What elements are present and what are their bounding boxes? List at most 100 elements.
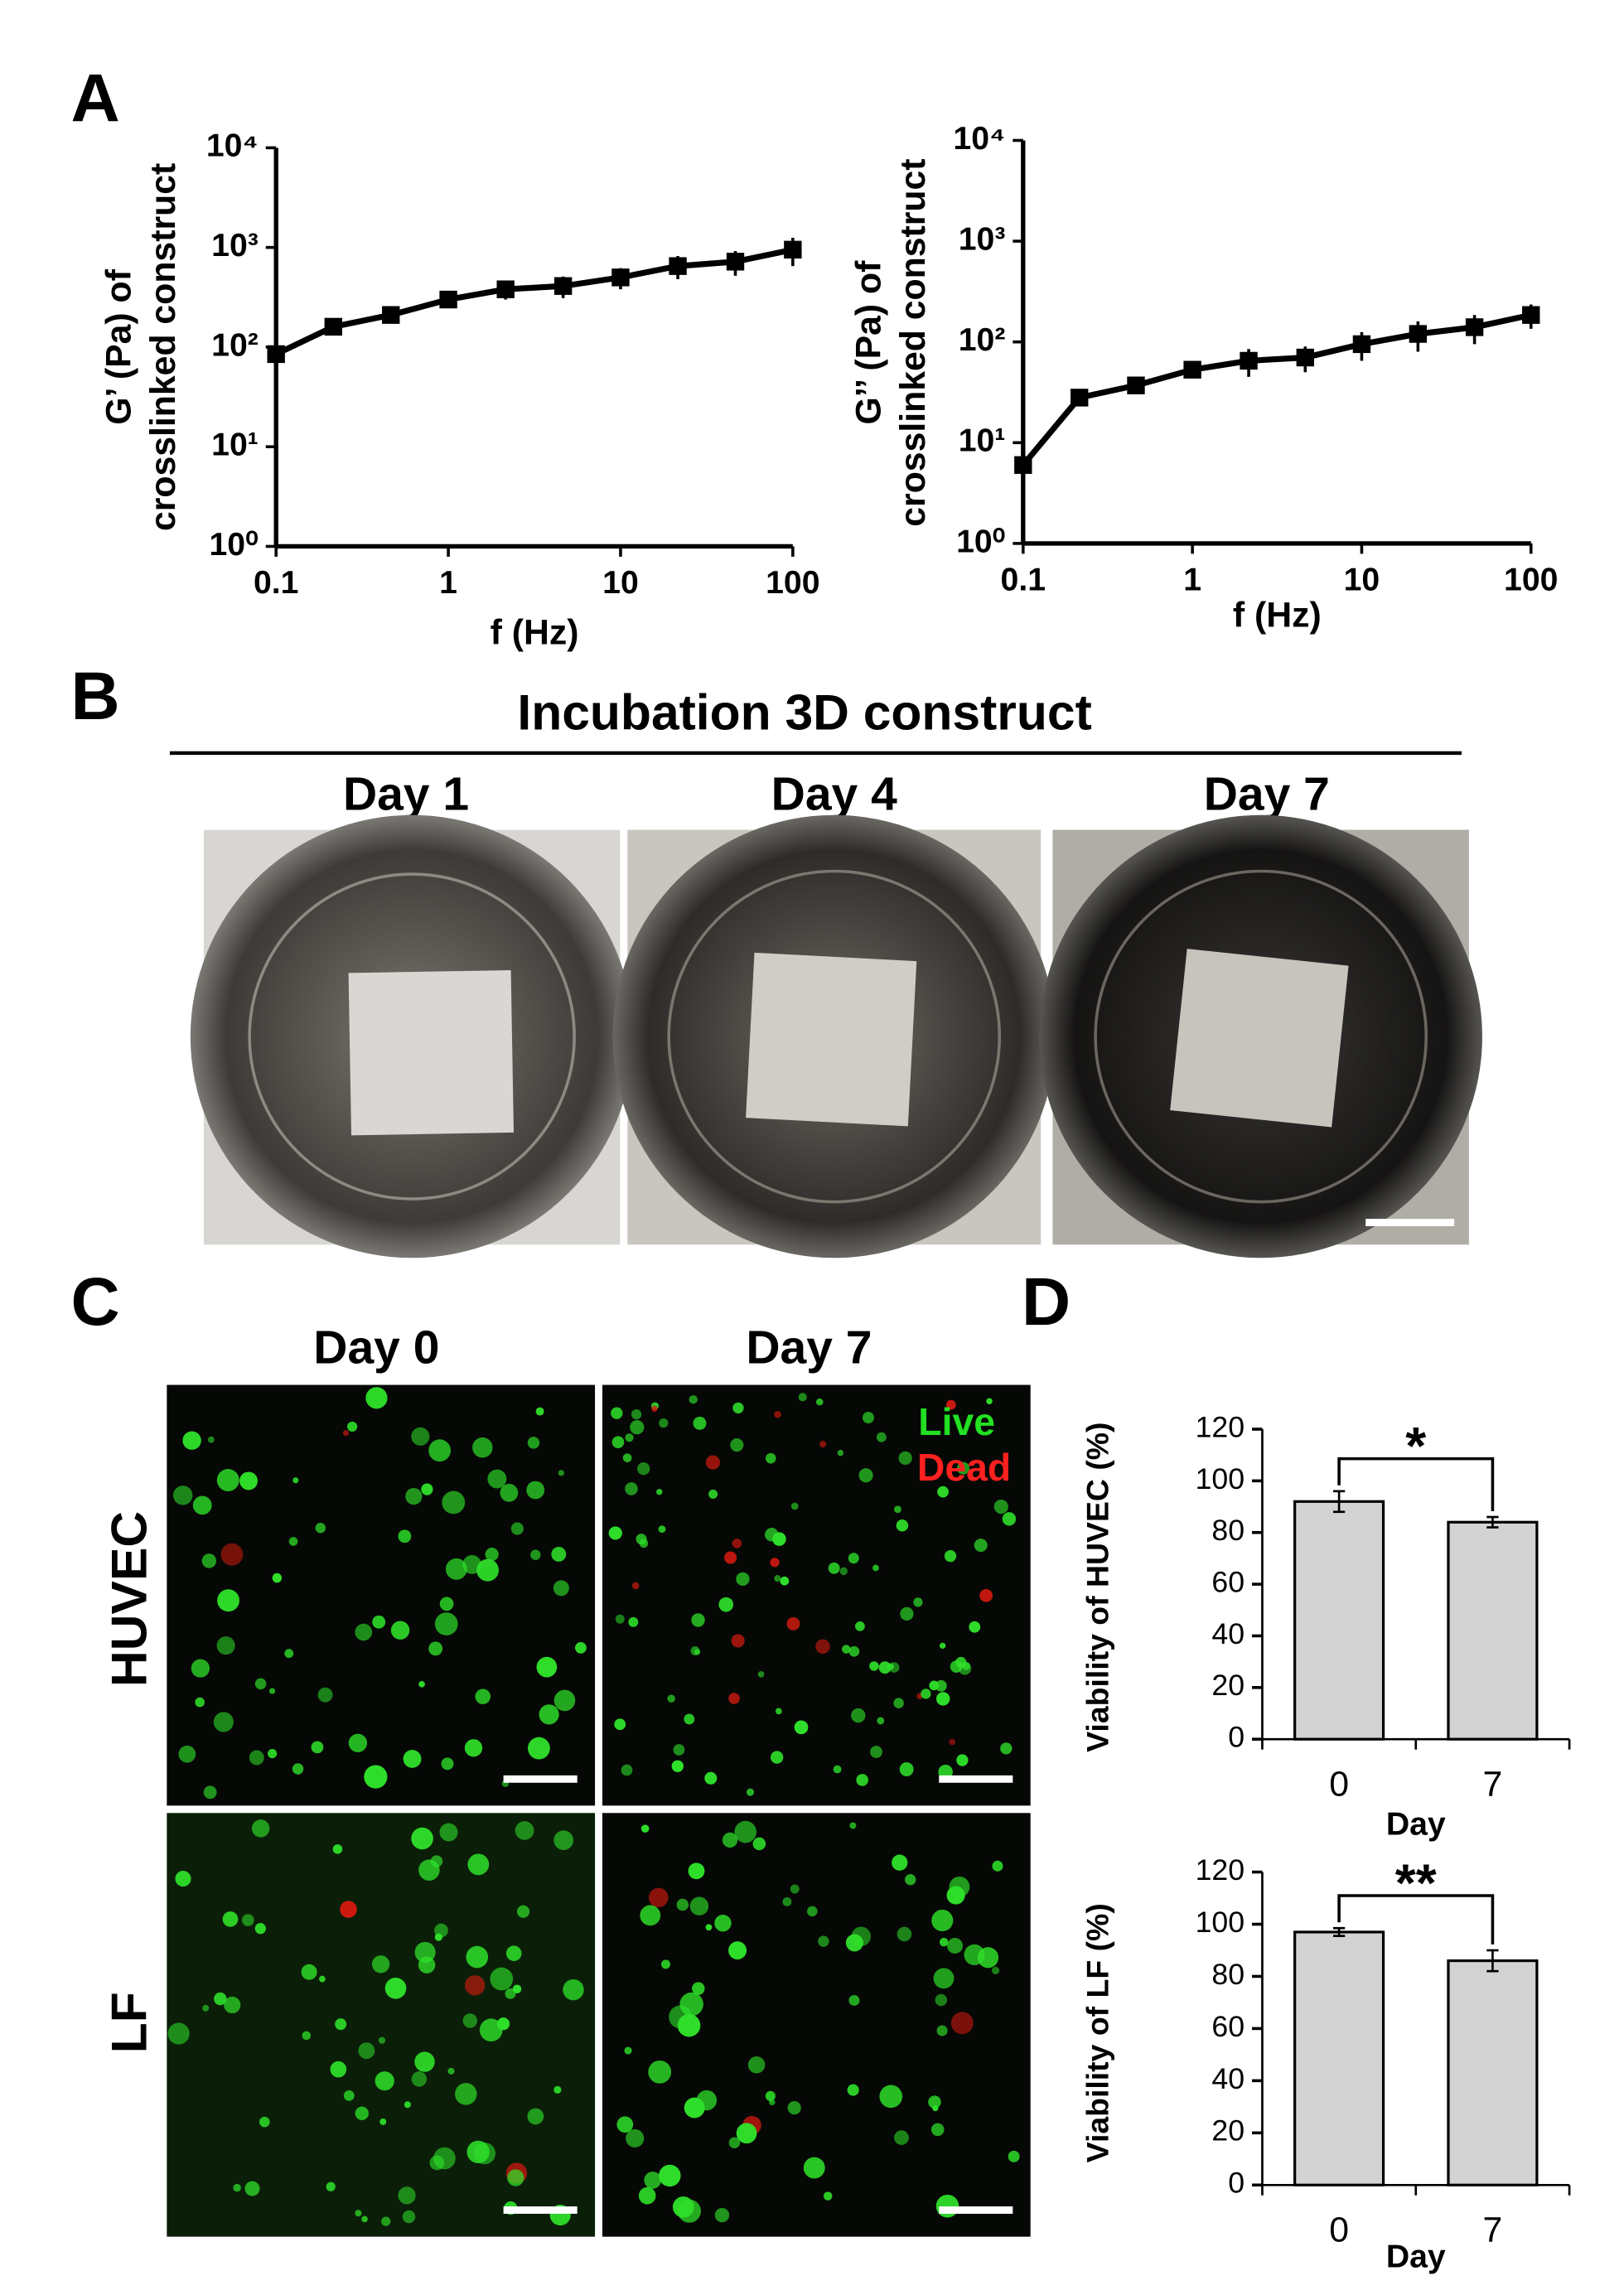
cell xyxy=(624,2046,632,2055)
cell xyxy=(876,1432,887,1442)
cell xyxy=(527,2108,544,2125)
image-bg xyxy=(167,1813,596,2237)
cell xyxy=(330,2061,347,2078)
cell xyxy=(732,1402,744,1414)
cell xyxy=(490,1967,514,1991)
cell xyxy=(803,2157,825,2179)
cell xyxy=(439,1597,454,1611)
cell xyxy=(434,1612,458,1635)
cell xyxy=(372,1615,386,1629)
cell xyxy=(667,1694,675,1703)
cell xyxy=(671,1760,684,1772)
y-tick-label: 80 xyxy=(1211,1514,1245,1547)
cell xyxy=(955,1656,967,1668)
cell xyxy=(986,1398,993,1404)
cell xyxy=(858,1468,873,1483)
cell xyxy=(688,1862,705,1880)
cell xyxy=(684,2097,705,2118)
data-line xyxy=(274,246,794,357)
cell xyxy=(794,1720,809,1735)
cell xyxy=(974,1539,988,1553)
cell xyxy=(615,1614,625,1624)
cell xyxy=(939,1642,946,1650)
cell xyxy=(447,2067,455,2075)
cell xyxy=(714,2207,730,2223)
cell xyxy=(553,1580,569,1597)
cell xyxy=(977,1947,999,1969)
y-tick-label: 10⁰ xyxy=(956,524,1005,559)
cell xyxy=(224,1996,241,2014)
cell xyxy=(268,1749,278,1759)
cell xyxy=(539,1704,559,1725)
cell xyxy=(505,1988,516,1999)
cell xyxy=(402,2210,416,2224)
cell xyxy=(747,2056,766,2074)
cell xyxy=(935,2194,959,2218)
cell xyxy=(628,1616,639,1627)
cell xyxy=(819,1441,827,1448)
cell xyxy=(217,1589,239,1612)
cell xyxy=(732,1539,742,1548)
cell xyxy=(892,1854,908,1871)
cell xyxy=(429,2155,445,2171)
cell xyxy=(371,1955,390,1974)
cell xyxy=(828,1562,840,1574)
cell xyxy=(935,1993,948,2007)
cell xyxy=(318,1975,326,1983)
cell xyxy=(343,2090,355,2101)
cell xyxy=(611,1407,623,1419)
cell xyxy=(993,1499,1008,1515)
cell xyxy=(608,1526,622,1540)
cell xyxy=(637,1461,650,1476)
cell xyxy=(403,1750,422,1768)
cell xyxy=(708,1489,718,1499)
cell xyxy=(944,1550,957,1563)
cell xyxy=(969,1621,981,1633)
cell xyxy=(931,1909,954,1932)
cell xyxy=(332,1844,343,1854)
cell xyxy=(638,2186,656,2205)
cell xyxy=(254,1678,267,1690)
cell xyxy=(379,2118,387,2125)
y-tick-label: 80 xyxy=(1211,1958,1245,1991)
cell xyxy=(355,2106,370,2120)
cell xyxy=(496,2017,510,2031)
marker xyxy=(382,306,400,324)
cell xyxy=(355,1623,373,1641)
cell xyxy=(724,1551,737,1564)
cell xyxy=(932,2104,939,2112)
cell xyxy=(630,1420,645,1435)
x-tick-label: 0.1 xyxy=(1001,563,1046,598)
y-tick-label: 40 xyxy=(1211,1617,1245,1650)
cell xyxy=(921,1689,931,1699)
marker xyxy=(1465,318,1484,336)
y-tick-label: 10² xyxy=(959,322,1006,358)
cell xyxy=(462,2013,477,2028)
cell xyxy=(849,1822,857,1829)
panel-letter: D xyxy=(1022,1264,1071,1340)
cell xyxy=(284,1649,294,1659)
cell xyxy=(757,1671,765,1678)
cell xyxy=(815,1398,824,1406)
cell xyxy=(684,1713,695,1725)
marker xyxy=(267,345,285,364)
cell xyxy=(575,1642,587,1654)
marker xyxy=(1071,389,1089,407)
cell xyxy=(421,1483,433,1495)
marker xyxy=(324,317,342,336)
panel-title: Incubation 3D construct xyxy=(517,684,1091,740)
cell xyxy=(731,1634,745,1648)
cell xyxy=(900,1606,914,1621)
x-axis-label: Day xyxy=(1386,2239,1446,2275)
photo xyxy=(1039,814,1482,1259)
cell xyxy=(358,2042,375,2060)
y-tick-label: 10¹ xyxy=(959,423,1006,459)
y-tick-label: 10¹ xyxy=(211,428,259,463)
cell xyxy=(736,1572,750,1587)
cell xyxy=(390,1621,410,1640)
cell xyxy=(893,1698,904,1708)
cell xyxy=(676,1898,689,1911)
marker xyxy=(669,257,687,275)
cell xyxy=(787,2100,801,2115)
cell xyxy=(175,1871,191,1887)
